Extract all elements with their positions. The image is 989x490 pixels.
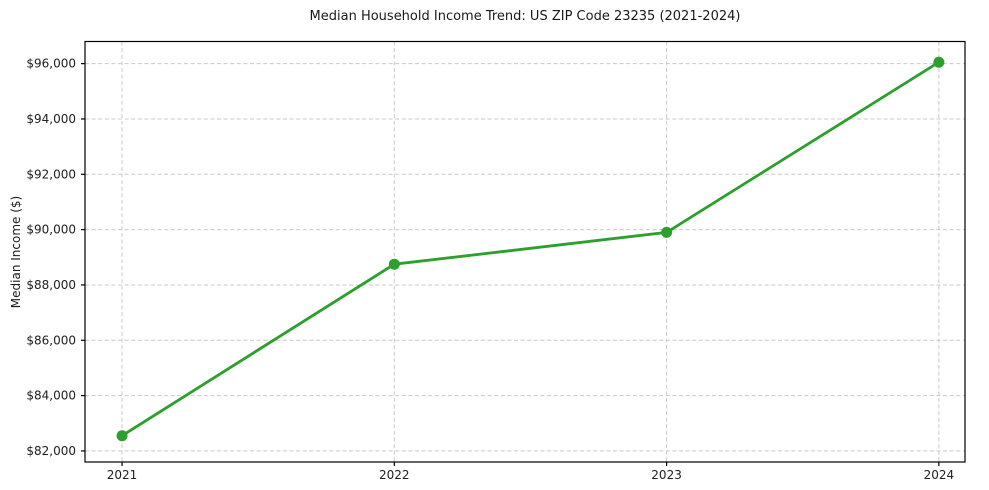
x-tick-label: 2021 xyxy=(107,468,138,482)
y-tick-label: $90,000 xyxy=(26,223,76,237)
data-point-2022 xyxy=(388,258,400,270)
y-tick-label: $84,000 xyxy=(26,389,76,403)
y-tick-label: $92,000 xyxy=(26,167,76,181)
data-point-2024 xyxy=(933,56,945,68)
y-tick-label: $96,000 xyxy=(26,57,76,71)
x-tick-label: 2024 xyxy=(924,468,955,482)
y-tick-label: $82,000 xyxy=(26,444,76,458)
data-point-2023 xyxy=(661,226,673,238)
y-tick-label: $94,000 xyxy=(26,112,76,126)
plot-border xyxy=(84,40,966,463)
y-tick-label: $86,000 xyxy=(26,333,76,347)
data-point-2021 xyxy=(116,430,128,442)
chart-title: Median Household Income Trend: US ZIP Co… xyxy=(309,9,741,24)
y-tick-label: $88,000 xyxy=(26,278,76,292)
x-tick-label: 2022 xyxy=(379,468,410,482)
x-tick-label: 2023 xyxy=(651,468,682,482)
trend-line xyxy=(120,60,941,438)
